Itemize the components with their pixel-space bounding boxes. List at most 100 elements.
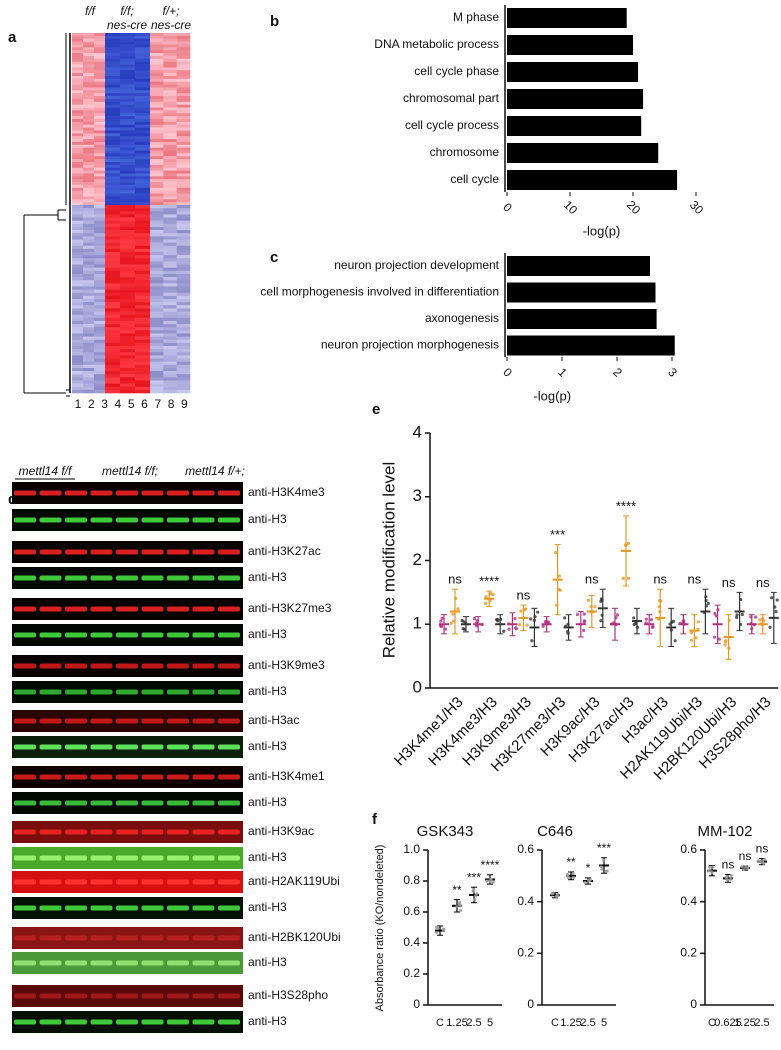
heatmap-cell — [83, 202, 95, 206]
heatmap-cell — [150, 184, 164, 189]
heatmap-cell — [94, 355, 106, 359]
heatmap-cell — [150, 50, 164, 54]
heatmap-cell — [150, 101, 164, 105]
heatmap-cell — [94, 76, 106, 80]
heatmap-cell — [163, 242, 177, 247]
heatmap-cell — [105, 211, 121, 215]
heatmap-cell — [135, 147, 151, 151]
heatmap-cell — [120, 130, 136, 134]
heatmap-cell — [94, 176, 106, 180]
heatmap-cell — [135, 101, 151, 105]
heatmap-cell — [150, 242, 164, 247]
heatmap-cell — [150, 317, 164, 322]
heatmap-cell — [176, 277, 191, 281]
heatmap-cell — [105, 248, 121, 253]
heatmap-cell — [83, 164, 95, 169]
heatmap-cell — [135, 358, 151, 362]
heatmap-cell — [163, 273, 177, 278]
heatmap-cell — [72, 107, 84, 111]
blot-band — [141, 490, 164, 496]
heatmap-cell — [83, 352, 95, 356]
heatmap-cell — [72, 267, 84, 272]
heatmap-cell — [150, 182, 164, 186]
heatmap-cell — [72, 38, 84, 42]
heatmap-cell — [94, 286, 106, 290]
heatmap-cell — [72, 187, 84, 191]
sample-dot — [754, 615, 758, 619]
sample-dot — [775, 598, 779, 602]
heatmap-cell — [83, 153, 95, 157]
blot-row-label: anti-H3K27me3 — [248, 601, 332, 615]
heatmap-cell — [105, 184, 121, 189]
heatmap-cell — [83, 367, 95, 372]
heatmap-cell — [176, 264, 191, 268]
heatmap-cell — [150, 292, 164, 297]
heatmap-cell — [120, 139, 136, 143]
blot-band — [65, 879, 87, 885]
heatmap-cell — [72, 236, 84, 240]
heatmap-cell — [72, 116, 84, 120]
heatmap-cell — [120, 44, 136, 48]
blot-band — [192, 744, 215, 750]
y-tick-label: 0.2 — [680, 946, 697, 960]
sample-dot — [658, 610, 662, 614]
sample-dot — [525, 623, 529, 627]
heatmap-cell — [105, 230, 121, 234]
heatmap-cell — [120, 76, 136, 80]
heatmap-cell — [135, 153, 151, 157]
heatmap-cell — [135, 239, 151, 243]
heatmap-cell — [150, 255, 164, 259]
heatmap-cell — [163, 55, 177, 60]
heatmap-cell — [120, 176, 136, 180]
panel-label: f — [372, 811, 378, 828]
heatmap-cell — [72, 124, 84, 128]
heatmap-cell — [176, 361, 191, 366]
heatmap-cell — [150, 299, 164, 303]
heatmap-cell — [83, 223, 95, 228]
heatmap-cell — [94, 139, 106, 143]
sample-dot — [474, 621, 478, 625]
heatmap-cell — [135, 124, 151, 128]
heatmap-cell — [72, 270, 84, 275]
x-tick-label: 1 — [555, 365, 570, 380]
heatmap-cell — [94, 327, 106, 331]
heatmap-cell — [83, 361, 95, 366]
heatmap-cell — [94, 90, 106, 94]
heatmap-cell — [176, 67, 191, 71]
y-tick-label: 0 — [690, 997, 697, 1011]
heatmap-cell — [83, 196, 95, 200]
heatmap-cell — [150, 130, 164, 134]
heatmap-cell — [83, 233, 95, 237]
heatmap-cell — [94, 35, 106, 40]
heatmap-cell — [150, 374, 164, 378]
heatmap-cell — [72, 352, 84, 356]
heatmap-cell — [120, 156, 136, 160]
y-tick-label: 0.2 — [517, 946, 534, 960]
heatmap-cell — [105, 70, 121, 74]
sample-dot — [599, 865, 603, 869]
significance-label: * — [586, 861, 591, 875]
heatmap-cell — [120, 383, 136, 388]
heatmap-cell — [163, 252, 177, 256]
heatmap-cell — [120, 317, 136, 322]
sample-dot — [678, 621, 682, 625]
heatmap-cell — [176, 333, 191, 337]
heatmap-cell — [83, 286, 95, 290]
heatmap-cell — [150, 327, 164, 331]
heatmap-cell — [176, 352, 191, 356]
sample-dot — [496, 619, 500, 623]
heatmap-cell — [94, 292, 106, 297]
blot-row-label: anti-H3 — [248, 684, 287, 698]
heatmap-cell — [83, 50, 95, 54]
sample-dot — [458, 900, 462, 905]
heatmap-cell — [176, 156, 191, 160]
heatmap-cell — [150, 377, 164, 381]
sample-dot — [694, 636, 698, 640]
blot-band — [14, 774, 36, 780]
sample-dot — [673, 639, 677, 643]
heatmap-cell — [72, 153, 84, 157]
heatmap-cell — [72, 104, 84, 108]
bar — [507, 256, 650, 276]
heatmap-cell — [176, 127, 191, 131]
heatmap-cell — [120, 133, 136, 137]
